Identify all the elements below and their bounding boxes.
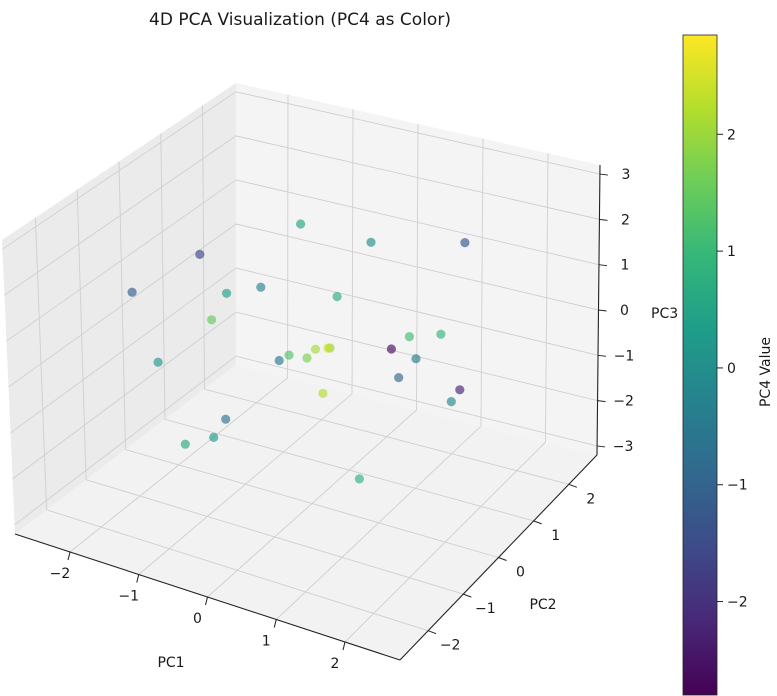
grid-line [10,267,237,434]
scatter-point [209,432,219,442]
y-tick-mark [463,593,472,598]
z-tick-mark [599,218,608,221]
z-tick-mark [597,400,606,403]
z-tick-label: −1 [614,348,635,364]
scatter-point [127,287,137,297]
back-wall-pane [236,83,600,455]
y-tick-label: −2 [440,638,461,654]
grid-line [235,355,598,447]
scatter-point [455,385,465,395]
z-tick-label: 0 [620,303,629,319]
scatter-point [284,350,294,360]
scatter-point [318,388,328,398]
colorbar-tick-label: 1 [727,244,736,260]
x-tick-mark [67,551,71,561]
grid-line [235,179,600,266]
z-tick-mark [597,445,606,448]
scatter-point [323,343,333,353]
scatter-point [256,282,266,292]
scatter-point [153,357,163,367]
z-axis-label: PC3 [651,306,678,322]
grid-line [235,91,601,175]
grid-line [85,479,464,595]
colorbar-gradient [682,34,718,696]
x-tick-label: −2 [50,566,71,582]
floor-pane [15,365,597,660]
scatter-point [195,249,205,259]
scatter-point [222,288,232,298]
z-tick-label: 3 [621,167,630,183]
x-tick-mark [136,574,140,583]
x-axis-label: PC1 [157,655,184,671]
y-axis-label: PC2 [529,597,556,613]
scatter-point [394,373,404,383]
colorbar-tick-label: 0 [727,361,736,377]
z-tick-label: 1 [621,258,630,274]
y-tick-label: −1 [475,601,496,617]
x-tick-mark [273,619,277,628]
scatter-point [302,353,312,363]
grid-line [235,223,599,311]
z-tick-mark [599,173,608,176]
x-tick-mark [342,641,346,651]
grid-line [235,267,599,356]
scatter-point [221,414,231,424]
scatter-point [460,238,470,248]
grid-line [14,355,237,526]
y-tick-mark [533,520,542,525]
grid-line [235,135,600,220]
x-tick-label: 1 [262,634,271,650]
scatter-point [296,219,306,229]
y-tick-mark [568,483,578,488]
grid-line [12,311,237,480]
scatter-point [310,344,321,354]
z-tick-label: −2 [613,394,634,410]
axes-panes [2,83,600,660]
z-tick-mark [597,354,607,357]
left-wall-pane [2,83,236,534]
y-tick-label: 0 [516,565,525,581]
grid-line [6,179,237,342]
scatter-point [366,237,376,247]
scatter-point [354,474,364,484]
scatter-point [180,439,190,449]
grid-line [164,418,534,522]
z-tick-mark [598,309,607,312]
colorbar-label: PC4 Value [758,337,774,407]
y-tick-label: 1 [551,528,560,544]
z-tick-label: −3 [613,439,634,455]
scatter-point [386,344,396,354]
y-tick-label: 2 [586,491,595,507]
scatter-point [446,397,456,407]
axis-ticks: −2 −1 0 1 2 −2 −1 0 1 2 −3 −2 −1 0 1 2 3 [50,167,635,672]
z-tick-label: 2 [621,212,630,228]
colorbar-tick-label: −2 [727,595,748,611]
y-tick-mark [498,557,507,561]
y-tick-mark [427,630,437,635]
axes-grid [2,91,601,643]
colorbar-ticks: −2 −1 0 1 2 [717,127,748,611]
grid-line [4,135,237,296]
scatter-point [207,315,217,325]
scatter-point [404,332,414,342]
grid-line [204,388,569,485]
x-tick-label: 0 [193,611,202,627]
grid-line [125,449,499,558]
x-tick-mark [205,596,208,606]
scatter-point [411,354,421,364]
scatter-points [127,219,470,484]
z-tick-mark [598,264,608,267]
x-tick-label: 2 [331,656,340,672]
scatter-point [332,291,342,302]
chart-title: 4D PCA Visualization (PC4 as Color) [149,10,451,30]
scatter-point [274,355,284,366]
colorbar: −2 −1 0 1 2 PC4 Value [682,34,774,696]
grid-line [2,91,237,250]
scatter-point [436,329,446,339]
grid-line [46,509,429,632]
x-tick-label: −1 [118,589,139,605]
colorbar-tick-label: −1 [727,478,748,494]
colorbar-tick-label: 2 [727,127,736,143]
